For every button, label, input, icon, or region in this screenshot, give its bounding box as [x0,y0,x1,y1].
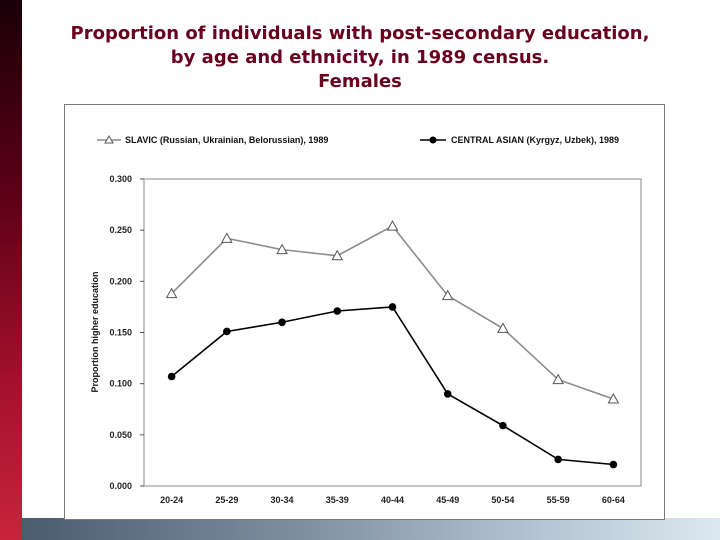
central-asian-data-point [443,390,452,398]
slavic-data-point [276,243,288,255]
y-axis-title: Proportion higher education [90,272,100,393]
bottom-decorative-bar [22,518,720,540]
x-tick-label: 55-59 [547,495,570,505]
y-tick-label: 0.300 [109,174,132,184]
x-tick-label: 45-49 [436,495,459,505]
central-asian-data-point [609,460,618,469]
title-line-1: Proportion of individuals with post-seco… [70,23,650,44]
legend: SLAVIC (Russian, Ukrainian, Belorussian)… [97,134,619,145]
y-tick-label: 0.150 [109,328,132,338]
x-tick-label: 20-24 [160,495,183,505]
central-asian-data-point [499,421,507,430]
left-decorative-bar [0,0,22,540]
slavic-data-point [607,392,620,404]
x-tick-label: 30-34 [271,495,294,505]
slavic-data-point [331,249,344,261]
y-tick-label: 0.100 [109,379,132,389]
legend-central-asian-marker [429,136,437,144]
legend-slavic-label: SLAVIC (Russian, Ukrainian, Belorussian)… [125,135,328,145]
slide-title: Proportion of individuals with post-seco… [40,22,680,94]
slavic-data-point [386,220,399,231]
y-tick-label: 0.250 [109,225,132,235]
legend-slavic-marker [104,134,114,144]
x-tick-label: 50-54 [491,495,514,505]
slavic-data-point [220,232,233,243]
y-axis: 0.000 0.050 0.100 0.150 0.200 0.250 0.300 [109,174,144,491]
slavic-data-point [165,287,178,299]
central-asian-data-point [554,455,562,464]
series-layer [165,220,620,469]
central-asian-data-point [167,372,176,381]
y-tick-label: 0.200 [109,276,132,286]
x-tick-label: 40-44 [381,495,404,505]
central-asian-data-point [223,327,231,336]
title-line-2: by age and ethnicity, in 1989 census. [170,47,550,68]
slavic-data-point [441,289,454,301]
legend-central-asian-label: CENTRAL ASIAN (Kyrgyz, Uzbek), 1989 [451,135,619,145]
x-axis: 20-24 25-29 30-34 35-39 40-44 45-49 50-54 55-59… [160,495,625,505]
slavic-data-point [497,322,509,333]
x-tick-label: 25-29 [215,495,238,505]
title-line-3: Females [318,71,402,92]
slavic-data-point [552,373,565,385]
x-tick-label: 35-39 [326,495,349,505]
y-tick-label: 0.000 [109,481,132,491]
y-tick-label: 0.050 [109,430,132,440]
x-tick-label: 60-64 [602,495,625,505]
central-asian-data-point [333,307,342,315]
central-asian-data-point [278,318,286,327]
central-asian-data-point [388,303,397,311]
